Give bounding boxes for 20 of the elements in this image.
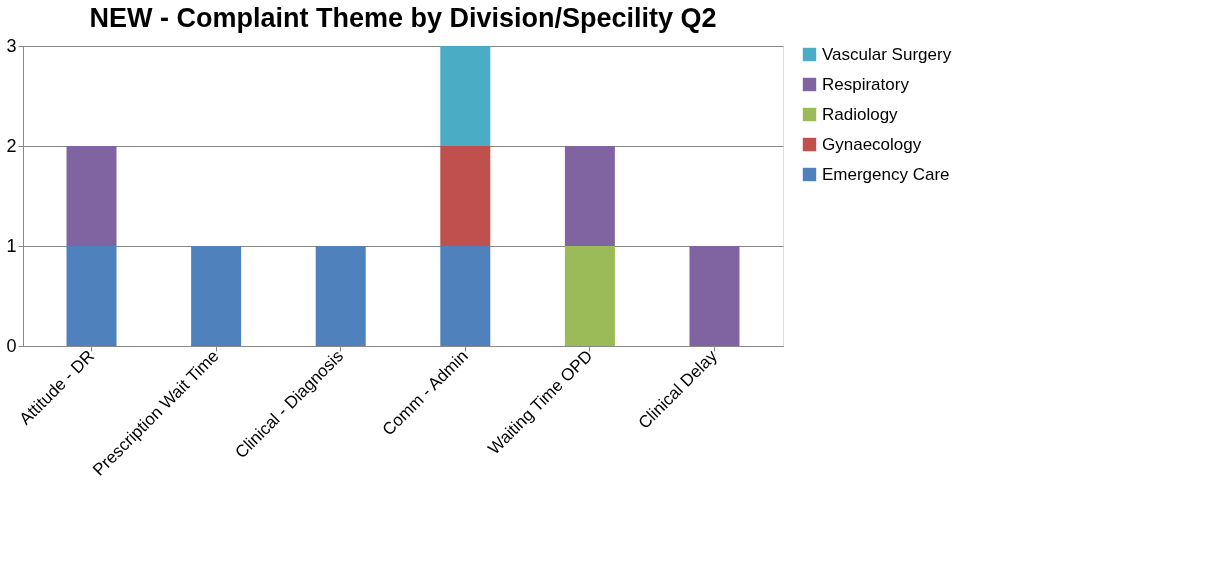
legend-label: Vascular Surgery [822,44,952,64]
bar [66,246,117,346]
y-tick-label: 2 [6,135,17,156]
bar [440,46,491,146]
y-tick-label: 1 [6,235,17,256]
bar [564,146,615,246]
bar [440,246,491,346]
bar [564,246,615,346]
bar [689,246,740,346]
y-tick-label: 3 [6,35,17,56]
bar [191,246,242,346]
legend-label: Radiology [822,104,899,124]
bar [315,246,366,346]
bar [66,146,117,246]
chart-title: NEW - Complaint Theme by Division/Specility Q2 [89,3,717,33]
legend-label: Gynaecology [822,134,922,154]
y-tick-label: 0 [6,335,17,356]
legend-label: Emergency Care [822,164,950,184]
bar [440,146,491,246]
legend-label: Respiratory [822,74,910,94]
